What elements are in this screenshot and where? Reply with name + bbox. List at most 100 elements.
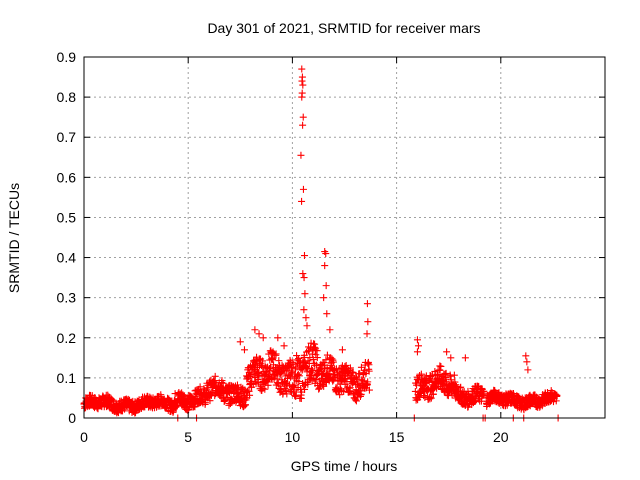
data-point — [323, 310, 331, 318]
data-point — [300, 274, 308, 282]
data-point — [450, 371, 458, 379]
data-point — [311, 340, 319, 348]
data-point — [413, 336, 421, 344]
data-point — [315, 385, 323, 393]
data-point — [442, 369, 450, 377]
x-tick-label: 15 — [389, 429, 405, 445]
data-point — [364, 318, 372, 326]
data-point — [246, 372, 254, 380]
data-point — [196, 383, 204, 391]
data-point — [280, 342, 288, 350]
data-point — [309, 356, 317, 364]
data-point — [414, 342, 422, 350]
data-point — [416, 372, 424, 380]
data-point — [437, 362, 445, 370]
data-point — [320, 294, 328, 302]
data-points — [80, 65, 562, 422]
data-point — [206, 397, 214, 405]
data-point — [326, 326, 334, 334]
data-point — [357, 390, 365, 398]
data-point — [220, 397, 228, 405]
data-point — [346, 384, 354, 392]
data-point — [211, 372, 219, 380]
data-point — [322, 282, 330, 290]
data-point — [322, 250, 330, 258]
y-tick-label: 0.6 — [57, 169, 77, 185]
axis-ticks: 0 0.1 0.2 0.3 0.4 0.5 0.6 0.7 0.8 0.9 0 5 10 15 20 — [57, 49, 605, 445]
data-point — [298, 65, 306, 73]
x-axis-label: GPS time / hours — [291, 458, 398, 474]
data-point — [553, 392, 561, 400]
y-tick-label: 0 — [68, 410, 76, 426]
data-point — [328, 355, 336, 363]
data-point — [313, 371, 321, 379]
y-tick-label: 0.8 — [57, 89, 77, 105]
data-point — [365, 361, 373, 369]
data-point — [426, 395, 434, 403]
y-tick-label: 0.4 — [57, 250, 77, 266]
chart-title: Day 301 of 2021, SRMTID for receiver mar… — [207, 20, 480, 36]
y-tick-label: 0.1 — [57, 370, 77, 386]
data-point — [322, 356, 330, 364]
data-point — [427, 394, 435, 402]
data-point — [299, 270, 307, 278]
data-point — [289, 361, 297, 369]
data-point — [301, 385, 309, 393]
data-point — [363, 300, 371, 308]
x-tick-label: 5 — [184, 429, 192, 445]
data-point — [301, 290, 309, 298]
data-point — [251, 326, 259, 334]
data-point — [282, 387, 290, 395]
y-tick-label: 0.3 — [57, 290, 77, 306]
data-point — [236, 338, 244, 346]
data-point — [452, 383, 460, 391]
data-point — [364, 378, 372, 386]
data-point — [365, 367, 373, 375]
data-point — [283, 390, 291, 398]
data-point — [240, 346, 248, 354]
data-point — [297, 394, 305, 402]
x-tick-label: 10 — [285, 429, 301, 445]
data-point — [191, 403, 199, 411]
data-point — [289, 382, 297, 390]
data-point — [299, 121, 307, 129]
data-point — [259, 357, 267, 365]
data-point — [360, 366, 368, 374]
data-point — [259, 384, 267, 392]
data-point — [413, 348, 421, 356]
data-point — [480, 387, 488, 395]
data-point — [477, 397, 485, 405]
data-point — [363, 330, 371, 338]
data-point — [346, 364, 354, 372]
data-point — [524, 366, 532, 374]
data-point — [349, 368, 357, 376]
data-point — [357, 363, 365, 371]
data-point — [275, 357, 283, 365]
data-point — [219, 379, 227, 387]
data-point — [301, 358, 309, 366]
data-point — [259, 334, 267, 342]
data-point — [297, 151, 305, 159]
data-point — [443, 348, 451, 356]
data-point — [446, 372, 454, 380]
data-point — [272, 350, 280, 358]
data-point — [365, 386, 373, 394]
data-point — [433, 384, 441, 392]
data-point — [298, 93, 306, 101]
data-point — [281, 378, 289, 386]
data-point — [261, 385, 269, 393]
data-point — [303, 322, 311, 330]
data-point — [298, 366, 306, 374]
data-point — [306, 354, 314, 362]
data-point — [429, 390, 437, 398]
data-point — [291, 391, 299, 399]
data-point — [298, 77, 306, 85]
grid-lines — [84, 57, 605, 418]
data-point — [299, 113, 307, 121]
data-point — [240, 402, 248, 410]
data-point — [255, 330, 263, 338]
data-point — [302, 314, 310, 322]
data-point — [313, 347, 321, 355]
data-point — [461, 354, 469, 362]
